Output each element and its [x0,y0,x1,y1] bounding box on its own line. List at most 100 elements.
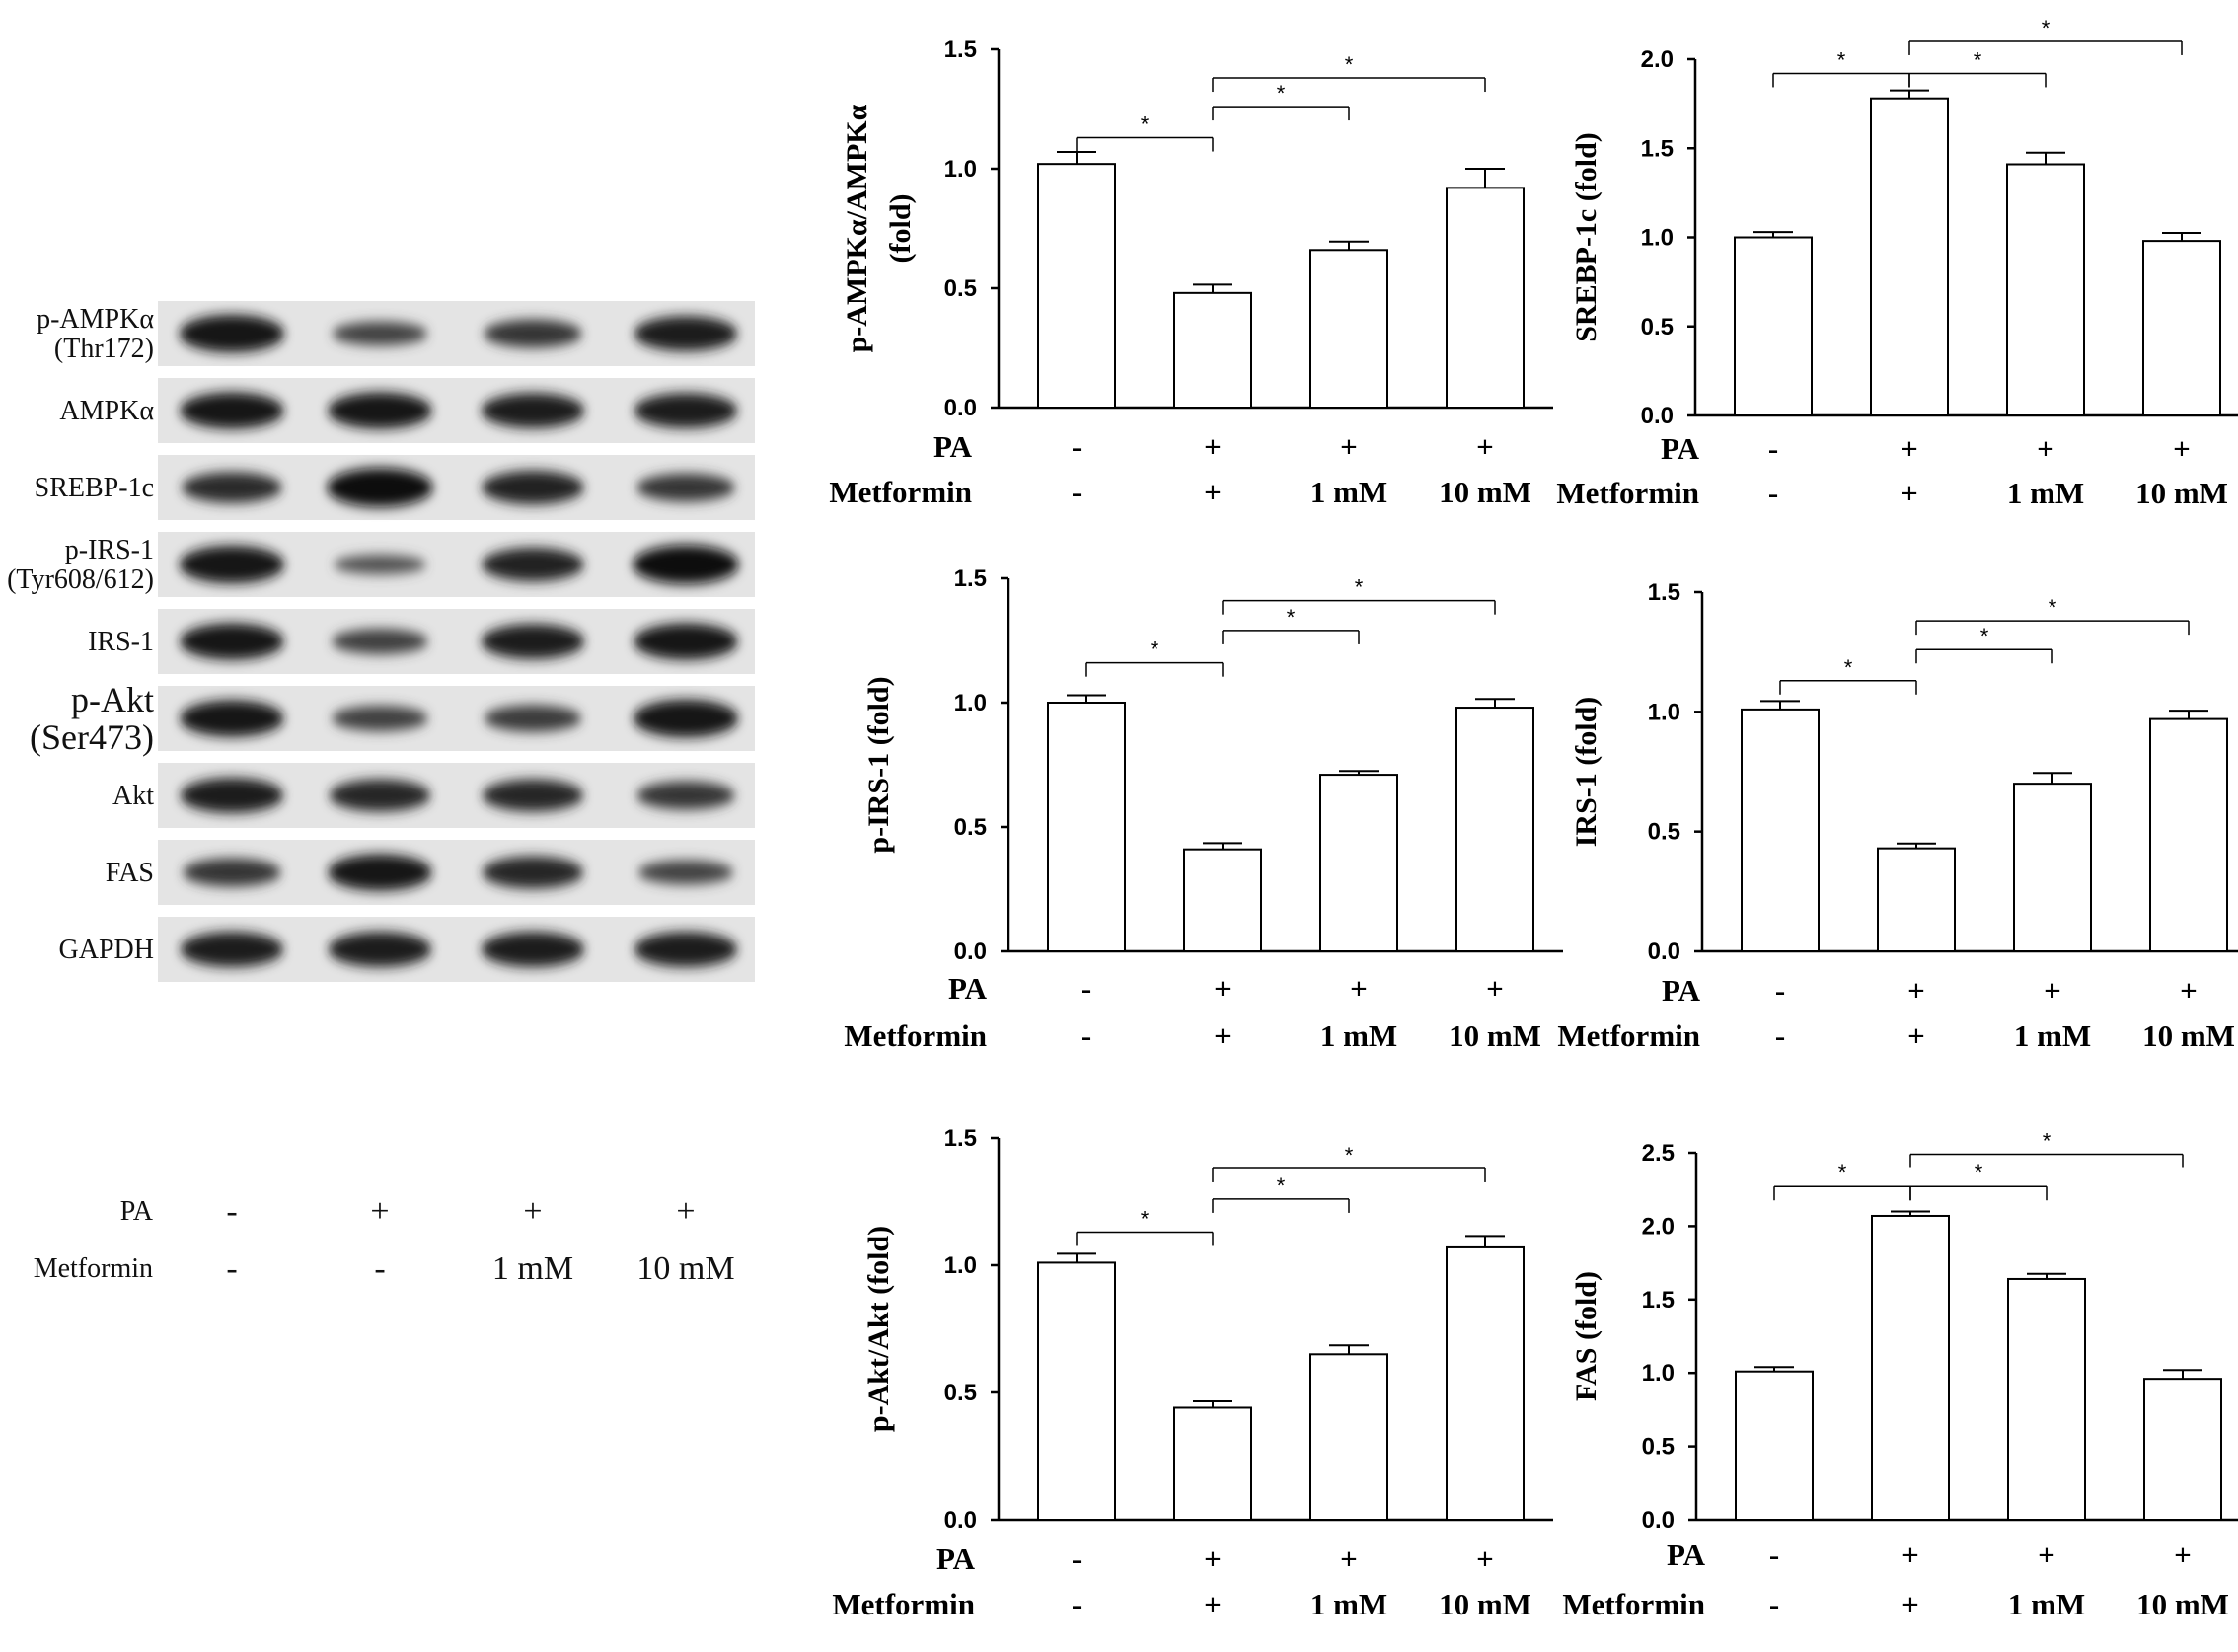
bar-chart: 0.0 0.5 1.0 1.5 p-Akt/Akt (fold) * * * PA - + + + Met… [832,1125,1553,1621]
group-value: 10 mM [1439,1587,1531,1621]
blot-band [334,554,426,575]
group-value: 1 mM [2007,476,2084,510]
blot-row-label: (Thr172) [54,334,154,364]
significance-star: * [1277,1173,1286,1198]
blot-condition-value: + [523,1193,542,1230]
group-value: + [1901,431,1918,466]
blot-band [332,321,428,346]
blot-band [637,860,734,885]
blot-condition-value: + [370,1193,389,1230]
blot-row-label: p-IRS-1 [65,535,154,565]
bar [1047,702,1126,952]
blot-band [633,545,739,584]
blot-condition-value: 10 mM [636,1250,734,1287]
group-label: Metformin [1557,1018,1700,1053]
blot-band [482,470,584,505]
y-tick-label: 1.5 [1641,135,1674,162]
blot-row: GAPDH [59,917,755,982]
blot-condition-label: PA [120,1196,154,1227]
blot-row: AMPKα [59,378,755,443]
y-tick-label: 1.5 [944,37,977,63]
group-value: - [1072,1587,1082,1621]
group-value: - [1082,1018,1091,1053]
bar [1455,707,1534,952]
bar [2007,1277,2086,1522]
significance-star: * [1355,575,1364,600]
group-value: 1 mM [1310,475,1387,509]
bar [1183,848,1262,952]
blot-band [634,623,738,660]
blot-row: p-IRS-1(Tyr608/612) [7,532,755,597]
bar [1037,163,1116,409]
blot-band [633,699,739,738]
significance-star: * [2042,16,2051,40]
blot-row: IRS-1 [88,609,755,674]
blot-row: Akt [112,763,755,828]
group-label: PA [933,429,973,464]
blot-condition-label: Metformin [34,1253,153,1284]
y-tick-label: 0.0 [954,939,987,965]
group-value: + [2038,1538,2055,1572]
blot-band [634,393,738,428]
blot-row-label: IRS-1 [88,627,154,657]
blot-row: SREBP-1c [35,455,755,520]
bar [1037,1261,1116,1522]
y-tick-label: 0.0 [1648,939,1680,965]
blot-condition-row: Metformin - - 1 mM 10 mM [34,1250,735,1287]
group-value: + [2044,973,2061,1008]
blot-band [328,854,432,891]
blot-band [180,623,284,660]
y-tick-label: 0.0 [1642,1507,1675,1534]
group-label: PA [1661,431,1700,466]
group-label: PA [948,971,988,1006]
y-axis-title: p-AMPKα/AMPKα [841,104,873,352]
group-value: + [2174,1538,2192,1572]
blot-band [332,629,428,654]
blot-band [636,473,735,502]
y-tick-label: 0.5 [944,1380,977,1406]
blot-row-label: (Ser473) [30,717,154,757]
bar-charts-panel: 0.0 0.5 1.0 1.5 p-AMPKα/AMPKα (fold) * * * PA - + + +… [829,16,2238,1621]
group-value: + [1476,429,1494,464]
y-tick-label: 1.0 [944,1252,977,1279]
group-value: + [1907,973,1925,1008]
y-axis-title: (fold) [884,194,917,263]
bar [1173,1406,1252,1521]
blot-band [482,779,584,812]
bar [2143,1378,2222,1521]
group-value: 10 mM [1449,1018,1541,1053]
bar [1319,774,1398,953]
y-tick-label: 1.0 [944,156,977,183]
significance-star: * [1838,1161,1847,1185]
bar [1871,1214,1950,1521]
group-value: + [1476,1541,1494,1576]
blot-row-label: SREBP-1c [35,473,154,503]
bar [1735,1370,1814,1522]
western-blot-panel: p-AMPKα(Thr172) AMPKα SREBP-1c p-IRS-1(Tyr6… [7,301,755,1287]
group-value: 1 mM [2014,1018,2091,1053]
y-tick-label: 0.5 [954,814,987,841]
y-tick-label: 0.0 [1641,403,1674,429]
y-tick-label: 0.5 [1648,819,1680,846]
y-axis-title: FAS (fold) [1570,1271,1603,1401]
blot-condition-value: - [226,1193,237,1230]
bar [2142,240,2221,416]
group-value: - [1769,1587,1779,1621]
bar-chart: 0.0 0.5 1.0 1.5 p-AMPKα/AMPKα (fold) * * * PA - + + +… [829,37,1553,509]
group-label: Metformin [1556,476,1699,510]
blot-band [180,392,284,429]
significance-star: * [1837,47,1846,72]
blot-row-label: (Tyr608/612) [7,564,154,595]
y-tick-label: 1.5 [944,1125,977,1152]
group-label: PA [1662,973,1701,1008]
bar [1309,1353,1388,1522]
blot-band [179,314,285,353]
group-value: + [1901,476,1918,510]
significance-star: * [1974,47,1982,72]
blot-band [482,856,584,889]
bar [1870,97,1949,417]
group-value: - [1769,1538,1779,1572]
blot-row-label: GAPDH [59,935,154,965]
blot-row-label: p-AMPKα [37,304,154,335]
significance-star: * [1975,1161,1983,1185]
